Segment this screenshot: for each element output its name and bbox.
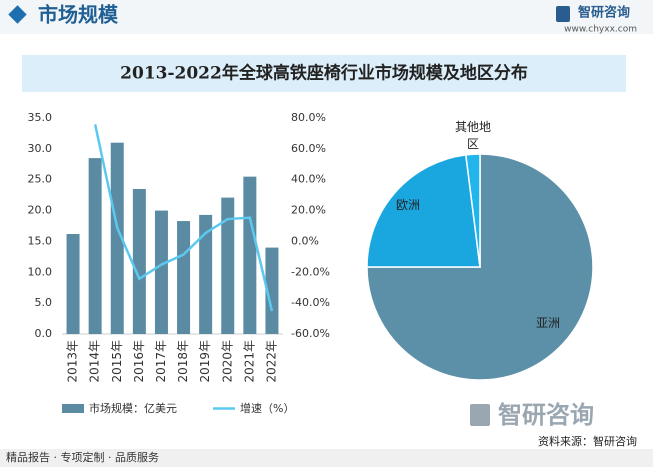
y-tick-label: 5.0 — [35, 296, 53, 309]
y-tick-label: 15.0 — [28, 234, 53, 247]
slogan: 精品报告 · 专项定制 · 品质服务 — [6, 450, 159, 464]
x-tick-label: 2019年 — [198, 340, 212, 383]
bar — [221, 197, 235, 334]
y-tick-label: 30.0 — [28, 142, 53, 155]
y2-tick-label: -20.0% — [291, 265, 330, 278]
footer-brand: 智研咨询 — [498, 401, 594, 429]
y2-tick-label: -60.0% — [291, 327, 330, 340]
bar — [110, 142, 124, 334]
y2-tick-label: 20.0% — [291, 204, 326, 217]
y-tick-label: 20.0 — [28, 204, 53, 217]
header-url: www.chyxx.com — [564, 25, 637, 35]
bar — [132, 188, 146, 334]
y2-tick-label: 80.0% — [291, 111, 326, 124]
pie-label: 欧洲 — [395, 198, 420, 212]
x-tick-label: 2020年 — [220, 340, 234, 383]
bar — [177, 221, 191, 334]
legend-label: 市场规模：亿美元 — [89, 401, 177, 415]
x-tick-label: 2017年 — [154, 340, 168, 383]
pie-slice — [366, 154, 481, 268]
pie-label: 其他地区 — [454, 120, 491, 151]
y-tick-label: 10.0 — [28, 265, 53, 278]
y-tick-label: 35.0 — [28, 111, 53, 124]
x-tick-label: 2015年 — [110, 340, 124, 383]
pie-slice — [464, 153, 481, 268]
y2-tick-label: 60.0% — [291, 142, 326, 155]
legend-label: 增速（%） — [240, 401, 294, 415]
y2-tick-label: -40.0% — [291, 296, 330, 309]
brand-logo — [556, 6, 570, 22]
footer-logo — [470, 404, 490, 426]
bar — [66, 234, 80, 334]
x-tick-label: 2022年 — [264, 340, 278, 383]
x-tick-label: 2014年 — [88, 340, 102, 383]
chart-title: 2013-2022年全球高铁座椅行业市场规模及地区分布 — [120, 63, 528, 84]
bar — [243, 176, 257, 334]
y2-tick-label: 40.0% — [291, 173, 326, 186]
growth-line — [93, 124, 274, 312]
bar — [88, 158, 102, 334]
pie-label: 亚洲 — [535, 316, 560, 330]
bar — [265, 247, 279, 334]
source: 资料来源：智研咨询 — [538, 434, 637, 448]
x-tick-label: 2021年 — [242, 340, 256, 383]
header-icon — [8, 5, 27, 24]
header-brand: 智研咨询 — [578, 5, 630, 21]
footer-band — [0, 449, 653, 467]
bar — [199, 214, 213, 334]
y-tick-label: 0.0 — [35, 327, 53, 340]
x-tick-label: 2016年 — [132, 340, 146, 383]
header-title: 市场规模 — [38, 3, 119, 27]
title-band — [22, 55, 626, 92]
pie-slice — [366, 153, 594, 381]
y-tick-label: 25.0 — [28, 173, 53, 186]
legend-swatch — [62, 404, 84, 413]
x-tick-label: 2018年 — [176, 340, 190, 383]
y2-tick-label: 0.0% — [291, 234, 319, 247]
x-tick-label: 2013年 — [66, 340, 80, 383]
bar — [154, 210, 168, 334]
header-band — [0, 0, 653, 34]
